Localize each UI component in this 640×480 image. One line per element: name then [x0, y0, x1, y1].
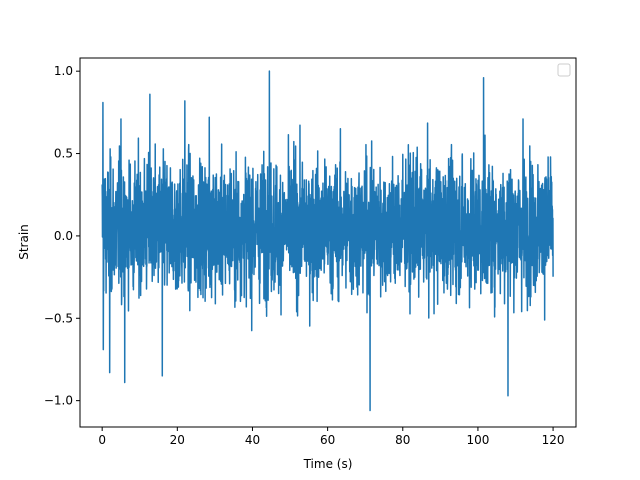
legend-box	[557, 63, 571, 77]
x-axis-label: Time (s)	[303, 457, 353, 471]
y-tick-label: 1.0	[54, 64, 73, 78]
x-tick-label: 20	[170, 433, 185, 447]
plot-area: 0 20 40 60 80 100 120 −1.0 −0.5 0.0 0.5 1.0	[44, 57, 577, 447]
y-tick-label: 0.0	[54, 229, 73, 243]
x-tick-label: 0	[98, 433, 106, 447]
series-layer	[101, 70, 554, 412]
x-tick-label: 40	[245, 433, 260, 447]
strain-series-line	[101, 70, 554, 412]
x-ticks: 0 20 40 60 80 100 120	[98, 427, 565, 447]
y-ticks: −1.0 −0.5 0.0 0.5 1.0	[44, 64, 80, 408]
y-axis-label: Strain	[17, 224, 31, 260]
x-tick-label: 80	[395, 433, 410, 447]
x-tick-label: 120	[542, 433, 565, 447]
y-tick-label: −1.0	[44, 394, 73, 408]
x-tick-label: 100	[466, 433, 489, 447]
y-tick-label: 0.5	[54, 147, 73, 161]
y-tick-label: −0.5	[44, 311, 73, 325]
x-tick-label: 60	[320, 433, 335, 447]
